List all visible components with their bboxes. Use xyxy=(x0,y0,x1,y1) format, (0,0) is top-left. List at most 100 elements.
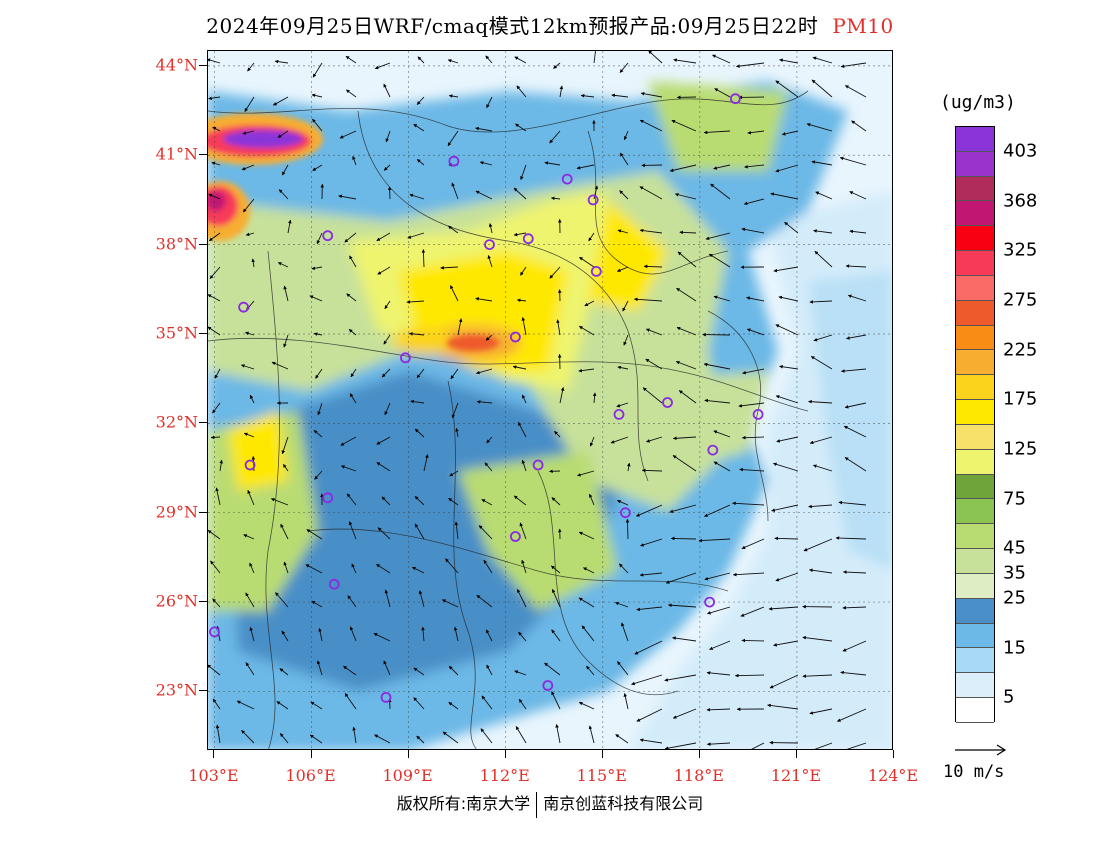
wind-vector xyxy=(352,726,357,744)
wind-vector xyxy=(815,191,833,200)
wind-vector xyxy=(664,742,697,749)
wind-vector xyxy=(317,402,323,416)
wind-vector xyxy=(287,219,292,234)
colorbar-label: 25 xyxy=(1003,587,1026,609)
wind-vector xyxy=(743,198,765,206)
wind-vector xyxy=(453,626,459,642)
wind-vector xyxy=(836,708,867,722)
wind-vector xyxy=(454,521,459,540)
wind-vector xyxy=(633,297,663,302)
lon-label: 109°E xyxy=(382,766,433,785)
city-marker xyxy=(244,459,256,471)
city-marker xyxy=(619,507,631,519)
wind-vector xyxy=(281,436,289,455)
wind-vector xyxy=(551,691,561,710)
wind-vector xyxy=(521,459,527,472)
city-marker xyxy=(532,459,544,471)
wind-vector xyxy=(781,130,799,136)
wind-vector xyxy=(808,504,833,509)
wind-vector xyxy=(768,606,799,611)
wind-vector xyxy=(383,334,391,345)
wind-vector xyxy=(309,295,323,302)
wind-vector xyxy=(713,461,731,472)
wind-vector xyxy=(276,701,289,710)
wind-vector xyxy=(349,626,357,642)
forecast-map[interactable] xyxy=(207,50,893,750)
wind-vector xyxy=(346,493,357,506)
wind-vector xyxy=(280,523,289,540)
wind-vector xyxy=(475,190,493,200)
wind-vector xyxy=(746,296,765,302)
wind-vector xyxy=(586,665,595,676)
wind-vector xyxy=(271,361,289,370)
wind-vector xyxy=(707,606,731,615)
lat-tick xyxy=(199,332,207,334)
wind-vector xyxy=(640,92,663,98)
wind-vector xyxy=(450,368,459,380)
wind-vector xyxy=(516,85,527,98)
wind-vector xyxy=(554,430,561,438)
colorbar xyxy=(955,126,995,723)
wind-vector xyxy=(741,538,765,550)
wind-vector xyxy=(844,402,867,409)
wind-vector xyxy=(744,164,765,169)
reference-vector-label: 10 m/s xyxy=(943,762,1005,782)
colorbar-label: 125 xyxy=(1003,438,1038,460)
wind-vector xyxy=(383,660,391,676)
wind-vector xyxy=(247,489,255,506)
wind-vector xyxy=(734,673,765,678)
lon-label: 121°E xyxy=(770,766,822,785)
wind-vector xyxy=(481,499,493,506)
wind-vector xyxy=(475,297,493,302)
colorbar-segment xyxy=(956,201,994,227)
wind-vector xyxy=(407,232,425,239)
wind-vector xyxy=(704,504,731,517)
wind-vector xyxy=(512,365,527,370)
wind-vector xyxy=(455,427,459,438)
wind-vector xyxy=(672,455,697,472)
copyright-left: 版权所有:南京大学 xyxy=(396,794,531,813)
lat-label: 44°N xyxy=(155,55,198,75)
wind-vector xyxy=(249,626,255,642)
wind-vector xyxy=(740,606,765,617)
wind-vector xyxy=(517,421,527,438)
wind-vector xyxy=(802,674,833,678)
city-marker xyxy=(209,626,220,638)
lat-label: 38°N xyxy=(155,234,198,254)
wind-vector xyxy=(485,55,493,64)
wind-vector xyxy=(634,640,663,655)
wind-vector xyxy=(281,630,289,642)
wind-vector xyxy=(813,229,833,234)
wind-vector xyxy=(243,432,255,438)
wind-vector xyxy=(809,708,833,715)
lon-tick xyxy=(504,750,506,758)
wind-vector xyxy=(349,393,357,404)
wind-vector xyxy=(480,728,493,744)
wind-vector xyxy=(741,638,765,643)
colorbar-segment xyxy=(956,598,994,624)
wind-vector xyxy=(769,674,799,689)
wind-vector xyxy=(709,640,731,650)
wind-vector xyxy=(588,725,595,744)
wind-vector xyxy=(616,266,629,272)
wind-vector xyxy=(518,698,527,710)
wind-vector xyxy=(577,470,595,477)
wind-vector xyxy=(243,534,255,540)
wind-vector xyxy=(802,635,833,642)
colorbar-segment xyxy=(956,151,994,177)
wind-vector xyxy=(589,436,595,447)
wind-vector xyxy=(640,538,663,547)
wind-vector xyxy=(208,294,221,302)
wind-vector xyxy=(279,733,289,744)
wind-vector xyxy=(448,225,459,234)
wind-vector xyxy=(849,229,867,234)
wind-vector xyxy=(615,601,629,608)
colorbar-segment xyxy=(956,474,994,500)
wind-vector xyxy=(448,665,459,676)
lat-tick xyxy=(199,690,207,692)
title-text: 2024年09月25日WRF/cmaq模式12km预报产品:09月25日22时 xyxy=(206,14,819,38)
wind-vector xyxy=(305,564,323,574)
wind-vector xyxy=(385,130,391,143)
wind-vector xyxy=(677,251,697,268)
wind-vector xyxy=(767,703,799,710)
